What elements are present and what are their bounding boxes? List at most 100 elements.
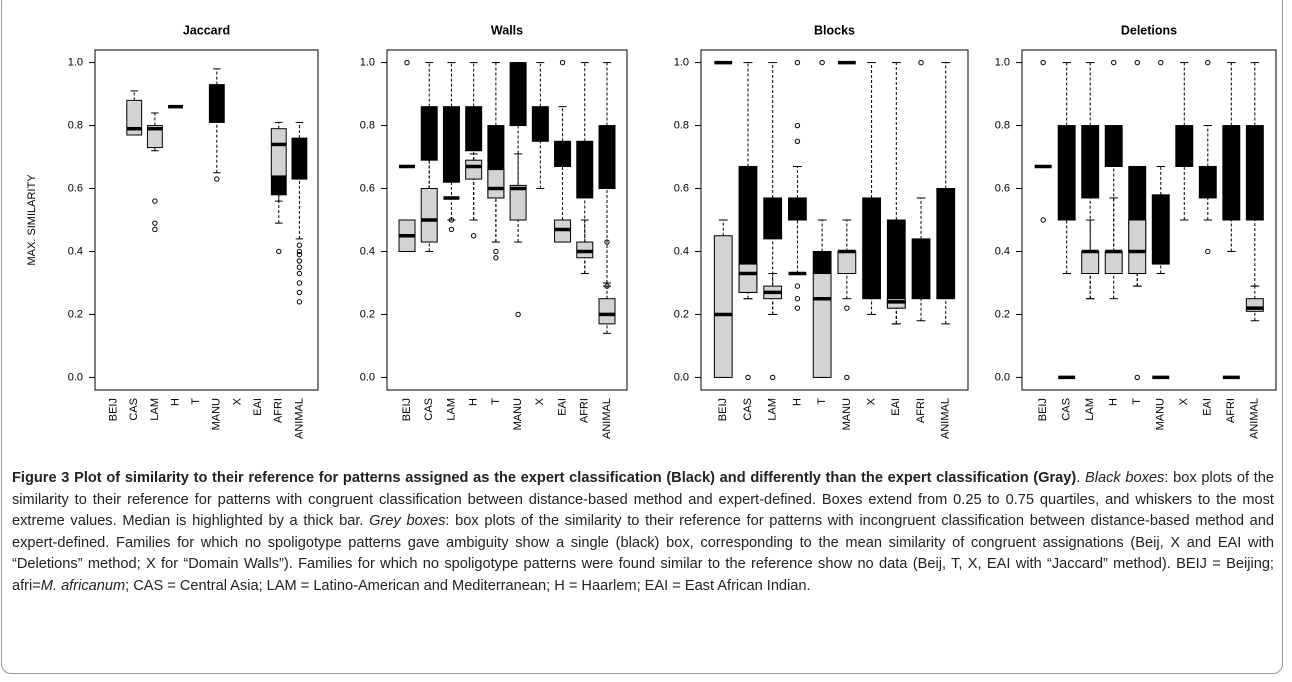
outlier <box>794 138 801 144</box>
outlier <box>448 217 455 223</box>
plot-frame <box>386 49 628 391</box>
box <box>936 188 956 300</box>
box <box>738 263 758 293</box>
outlier <box>296 289 303 296</box>
figure-plots: Jaccard MAX. SIMILARITY 0.0 0.2 0.4 0.6 0.8 1.0… <box>26 23 1277 439</box>
y-tick-label: 0.0 <box>674 371 689 383</box>
box <box>1081 125 1100 199</box>
y-tick-label: 1.0 <box>674 56 689 68</box>
panel-title: Walls <box>491 23 523 37</box>
outlier <box>745 374 751 381</box>
y-tick-label: 0.0 <box>360 371 375 383</box>
x-tick-label: LAM <box>1084 398 1096 421</box>
box <box>598 298 616 325</box>
outlier <box>794 305 801 311</box>
caption-normal: : box plots of the similarity to their r… <box>12 470 1275 529</box>
x-tick-label: CAS <box>423 398 435 421</box>
x-tick-label: AFRI <box>1225 398 1237 423</box>
outlier <box>794 283 801 289</box>
x-tick-label: BEIJ <box>401 398 413 421</box>
x-tick-label: MANU <box>512 398 524 430</box>
outlier <box>493 248 499 255</box>
y-tick-label: 0.8 <box>68 119 83 131</box>
y-tick-label: 0.6 <box>360 182 375 194</box>
x-tick-label: CAS <box>128 398 140 421</box>
outlier <box>296 280 303 286</box>
x-tick-label: T <box>190 398 202 405</box>
x-tick-label: LAM <box>149 398 161 421</box>
outlier <box>844 305 850 311</box>
outlier <box>296 299 303 305</box>
box <box>487 169 505 199</box>
box <box>837 250 857 275</box>
y-axis-label: MAX. SIMILARITY <box>26 174 38 266</box>
box <box>291 137 308 180</box>
x-tick-label: ANIMAL <box>601 398 613 439</box>
x-tick-label: LAM <box>445 398 457 421</box>
outlier <box>296 258 303 264</box>
x-tick-label: H <box>791 398 803 406</box>
x-tick-label: X <box>231 397 243 405</box>
box <box>465 106 483 152</box>
x-tick-label: H <box>468 398 480 406</box>
x-tick-label: H <box>169 398 181 406</box>
outlier <box>152 198 158 204</box>
box <box>420 106 438 161</box>
box <box>465 159 483 180</box>
outlier <box>296 270 303 277</box>
box <box>788 197 807 221</box>
box <box>862 197 881 300</box>
outlier <box>152 220 158 226</box>
x-tick-label: BEIJ <box>107 398 119 421</box>
x-tick-label: ANIMAL <box>1249 398 1261 439</box>
x-tick-label: ANIMAL <box>940 398 952 439</box>
outlier <box>1111 59 1117 66</box>
box <box>509 184 527 221</box>
box <box>812 273 832 378</box>
y-tick-label: 1.0 <box>995 56 1010 68</box>
y-tick-label: 0.8 <box>360 119 375 131</box>
outlier <box>1040 217 1046 223</box>
x-tick-label: MANU <box>841 398 853 430</box>
outlier <box>559 59 566 66</box>
x-tick-label: X <box>534 397 546 405</box>
caption-normal: : box plots of the similarity to their r… <box>12 513 1275 594</box>
x-tick-label: CAS <box>742 398 754 421</box>
box <box>1151 194 1170 265</box>
y-tick-label: 0.2 <box>674 308 689 320</box>
caption-italic: Grey boxes <box>369 513 446 529</box>
outlier <box>794 122 801 129</box>
outlier <box>769 374 776 381</box>
x-tick-label: T <box>1131 398 1143 405</box>
box <box>146 125 163 149</box>
box <box>1175 125 1194 167</box>
outlier <box>448 226 455 233</box>
plot-frame <box>1021 49 1277 391</box>
outlier <box>515 311 521 318</box>
outlier <box>1205 59 1211 66</box>
outlier <box>794 59 801 66</box>
outlier <box>214 176 220 182</box>
x-tick-label: LAM <box>767 398 779 421</box>
box <box>1057 125 1076 221</box>
y-tick-label: 0.2 <box>360 308 375 320</box>
caption-normal: ; CAS = Central Asia; LAM = Latino-Ameri… <box>125 577 811 594</box>
panel-title: Deletions <box>1121 23 1177 37</box>
outlier <box>470 233 477 239</box>
x-tick-label: AFRI <box>579 398 591 423</box>
x-tick-label: BEIJ <box>1037 398 1049 421</box>
x-tick-label: EAI <box>252 398 264 416</box>
x-tick-label: AFRI <box>915 398 927 423</box>
y-tick-label: 0.6 <box>995 182 1010 194</box>
box <box>126 99 143 136</box>
y-tick-label: 0.6 <box>674 182 689 194</box>
panel-title: Blocks <box>814 23 855 37</box>
box <box>1104 250 1123 275</box>
outlier <box>152 226 158 233</box>
box <box>1222 125 1241 221</box>
x-tick-label: X <box>865 397 877 405</box>
figure-caption: Figure 3 Plot of similarity to their ref… <box>12 468 1274 597</box>
outlier <box>1205 248 1211 255</box>
y-tick-label: 0.0 <box>68 371 83 383</box>
